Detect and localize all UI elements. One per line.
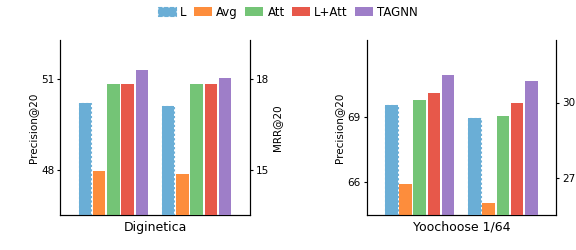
Bar [191, 84, 203, 250]
Bar [122, 84, 134, 250]
Legend: L, Avg, Att, L+Att, TAGNN: L, Avg, Att, L+Att, TAGNN [153, 1, 423, 23]
X-axis label: Diginetica: Diginetica [123, 220, 187, 234]
Bar [427, 92, 440, 250]
Bar [414, 100, 426, 250]
Bar [468, 118, 481, 250]
Y-axis label: Precision@20: Precision@20 [335, 92, 344, 163]
Bar [79, 103, 92, 250]
Bar [135, 70, 148, 250]
Bar [525, 81, 537, 250]
Bar [497, 116, 509, 250]
Bar [176, 174, 189, 250]
Bar [162, 106, 175, 250]
Bar [511, 102, 524, 250]
Y-axis label: MRR@20: MRR@20 [272, 104, 282, 151]
Bar [79, 103, 92, 250]
Bar [385, 104, 397, 250]
Bar [93, 171, 105, 250]
Bar [204, 84, 217, 250]
Y-axis label: Precision@20: Precision@20 [28, 92, 38, 163]
Bar [107, 84, 120, 250]
Bar [385, 104, 397, 250]
Bar [399, 184, 412, 250]
Bar [162, 106, 175, 250]
Bar [442, 75, 454, 250]
Bar [219, 78, 231, 250]
Bar [468, 118, 481, 250]
X-axis label: Yoochoose 1/64: Yoochoose 1/64 [412, 220, 510, 234]
Bar [483, 202, 495, 250]
